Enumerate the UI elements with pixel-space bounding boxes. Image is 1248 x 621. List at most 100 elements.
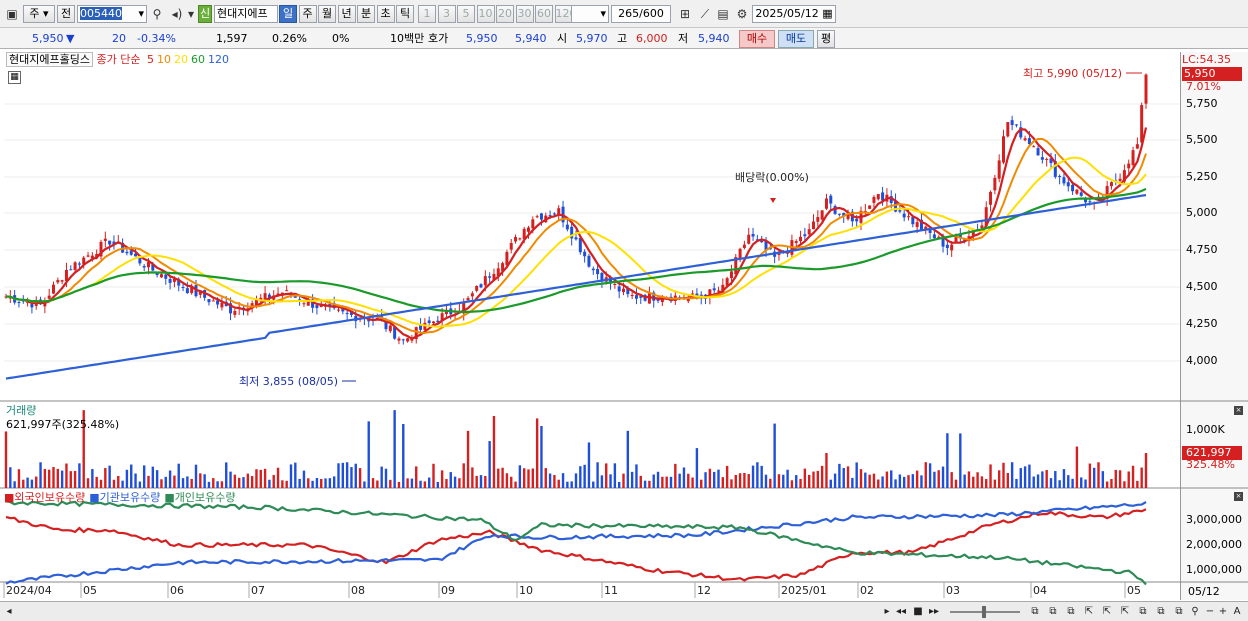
layout-icon[interactable]: ▣: [6, 7, 18, 21]
candle-body: [254, 298, 258, 306]
search-icon[interactable]: ⚲: [1191, 606, 1199, 617]
save-icon[interactable]: ▤: [717, 7, 729, 21]
volume-bar: [17, 469, 21, 488]
date-label: 06: [170, 584, 184, 597]
search-icon[interactable]: ⚲: [152, 7, 162, 21]
close-icon[interactable]: ×: [1234, 492, 1243, 501]
eval-button[interactable]: 평: [817, 30, 835, 48]
chart-tool-icon[interactable]: ⇱: [1120, 606, 1130, 617]
draw-tool-icon[interactable]: ⟋: [700, 7, 710, 21]
volume-bar: [812, 471, 815, 488]
rewind-icon[interactable]: ◂◂: [895, 606, 907, 617]
volume-bar: [531, 468, 535, 488]
volume-bar: [354, 463, 357, 488]
chevron-down-icon[interactable]: ▾: [138, 7, 144, 20]
volume-bar: [959, 433, 962, 488]
calendar-icon[interactable]: ▦: [822, 7, 833, 20]
chart-tool-icon[interactable]: ⧉: [1139, 606, 1147, 617]
stock-name-field[interactable]: 현대지에프: [214, 5, 278, 23]
zoom-out-icon[interactable]: −: [1205, 606, 1215, 617]
auto-scale-icon[interactable]: A: [1233, 606, 1241, 617]
volume-bar: [795, 475, 798, 488]
candle-body: [1109, 182, 1113, 187]
scroll-left-icon[interactable]: ◂: [6, 606, 12, 617]
period-tab[interactable]: 틱: [396, 5, 414, 23]
step-button[interactable]: 5: [457, 5, 475, 23]
volume-bar: [605, 463, 608, 488]
stock-name-tag[interactable]: 현대지에프홀딩스: [6, 52, 93, 67]
zoom-handle[interactable]: [982, 606, 986, 618]
candle-body: [505, 251, 509, 266]
crosshair-icon[interactable]: ⊞: [679, 7, 691, 21]
chart-area[interactable]: [4, 52, 1180, 600]
speaker-icon[interactable]: ◂): [171, 7, 183, 21]
period-tab[interactable]: 일: [279, 5, 297, 23]
chart-tool-icon[interactable]: ⧉: [1067, 606, 1075, 617]
volume-bar: [786, 469, 789, 488]
scroll-bar[interactable]: ◂ ▸ ◂◂ ■ ▸▸ ⧉ ⧉ ⧉ ⇱ ⇱ ⇱ ⧉ ⧉ ⧉ ⚲ − + A: [0, 601, 1248, 621]
price-tick-label: 5,000: [1186, 206, 1218, 219]
fast-forward-icon[interactable]: ▸▸: [928, 606, 940, 617]
holdings-series-label: ■기관보유수량: [89, 491, 161, 504]
chart-tool-icon[interactable]: ⧉: [1157, 606, 1165, 617]
step-button[interactable]: 3: [437, 5, 456, 23]
sell-button[interactable]: 매도: [778, 30, 814, 48]
volume-bar: [1049, 478, 1053, 488]
date-label: 12: [697, 584, 711, 597]
step-button[interactable]: 1: [418, 5, 436, 23]
chart-tool-icon[interactable]: ⧉: [1175, 606, 1183, 617]
step-select[interactable]: ▾: [571, 5, 609, 23]
stock-chart[interactable]: 최고 5,990 (05/12) 최저 3,855 (08/05) 배당락(0.00…: [0, 49, 1248, 601]
account-type-select[interactable]: 주 ▾: [23, 5, 55, 23]
volume-bar: [911, 474, 915, 488]
table-icon[interactable]: ▦: [8, 71, 21, 84]
volume-bar: [220, 481, 224, 488]
stop-icon[interactable]: ■: [913, 606, 923, 617]
holdings-line: [5, 508, 1147, 582]
count-field[interactable]: 265/600: [611, 5, 671, 23]
candle-body: [1010, 120, 1014, 125]
period-tab[interactable]: 년: [337, 5, 356, 23]
period-tab[interactable]: 초: [376, 5, 395, 23]
volume-bar: [522, 468, 526, 488]
step-button[interactable]: 20: [496, 5, 514, 23]
code-input[interactable]: 005440 ▾: [77, 5, 147, 23]
chart-tool-icon[interactable]: ⇱: [1102, 606, 1112, 617]
period-tab[interactable]: 주: [298, 5, 317, 23]
gear-icon[interactable]: ⚙: [736, 7, 748, 21]
step-button[interactable]: 60: [535, 5, 553, 23]
candle-body: [319, 304, 323, 308]
candle-body: [941, 235, 945, 247]
period-tab[interactable]: 분: [357, 5, 375, 23]
candle-body: [539, 213, 543, 220]
candle-body: [99, 241, 103, 257]
volume-bar: [1105, 481, 1109, 488]
volume-bar: [1140, 467, 1143, 488]
chart-tool-icon[interactable]: ⧉: [1049, 606, 1057, 617]
volume-bar: [669, 476, 673, 488]
prev-button[interactable]: 전: [57, 5, 75, 23]
buy-button[interactable]: 매수: [739, 30, 775, 48]
holdings-line: [5, 500, 1147, 586]
chart-tool-icon[interactable]: ⇱: [1084, 606, 1094, 617]
step-button[interactable]: 10: [476, 5, 495, 23]
date-field[interactable]: 2025/05/12 ▦: [752, 5, 836, 23]
candle-body: [898, 210, 902, 212]
play-icon[interactable]: ▸: [884, 606, 890, 617]
candle-body: [1032, 146, 1036, 148]
candle-body: [527, 227, 530, 232]
period-tab[interactable]: 월: [318, 5, 336, 23]
chart-tool-icon[interactable]: ⧉: [1031, 606, 1039, 617]
date-label: 08: [351, 584, 365, 597]
zoom-in-icon[interactable]: +: [1218, 606, 1228, 617]
chevron-down-icon[interactable]: ▾: [187, 7, 195, 21]
volume-bar: [130, 464, 133, 488]
volume-bar: [1041, 471, 1044, 488]
volume-bar: [730, 479, 733, 488]
candle-body: [691, 293, 695, 295]
candle-body: [855, 218, 859, 222]
step-button[interactable]: 30: [515, 5, 534, 23]
volume-bar: [1088, 463, 1092, 488]
close-icon[interactable]: ×: [1234, 406, 1243, 415]
volume-bar: [566, 481, 569, 488]
